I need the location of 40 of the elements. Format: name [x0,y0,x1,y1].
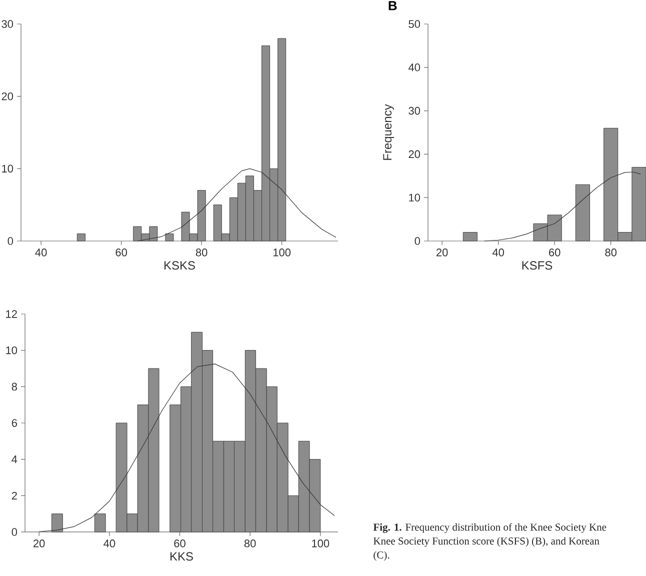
x-tick-label: 60 [116,248,127,256]
x-axis-title: KKS [170,552,193,561]
text: Fig. 1. Frequency distribution of the Knee Society Kne [373,523,606,533]
y-tick-label: 40 [408,64,420,72]
y-tick-label: 4 [12,456,18,464]
y-tick-label: 0 [8,237,14,245]
text: (C). [374,551,390,561]
y-tick-label: 8 [12,382,17,391]
y-tick-label: 0 [12,528,18,536]
x-axis-title: KSKS [164,261,195,270]
y-tick-label: 10 [409,194,420,202]
y-tick-label: 20 [2,92,14,100]
x-tick-label: 40 [104,540,116,548]
x-tick-label: 100 [312,540,330,548]
y-tick-label: 20 [408,150,420,158]
line-series [484,172,641,242]
y-tick-label: 10 [6,346,18,354]
y-tick-label: 12 [6,310,17,318]
y-tick-label: 10 [2,164,14,173]
y-tick-label: 30 [408,106,420,115]
x-tick-label: 40 [35,248,47,256]
x-tick-label: 60 [174,540,186,548]
x-tick-label: 20 [436,248,448,256]
x-axis-title: KSFS [522,261,552,270]
y-tick-label: 6 [12,419,17,427]
y-tick-label: 2 [12,492,17,500]
x-tick-label: 40 [492,248,504,256]
chart-title: B [388,1,397,10]
y-tick-label: 30 [2,20,14,28]
y-tick-label: 50 [408,20,420,28]
y-tick-label: 0 [414,237,420,245]
text: Knee Society Function score (KSFS) (B), and Korean [374,537,600,547]
x-tick-label: 80 [244,540,256,548]
x-tick-label: 60 [549,248,560,256]
y-axis-title: Frequency [383,104,394,160]
x-tick-label: 100 [273,248,291,256]
x-tick-label: 80 [605,248,617,256]
x-tick-label: 80 [196,248,208,256]
x-tick-label: 20 [34,540,45,548]
line-series [38,364,335,532]
